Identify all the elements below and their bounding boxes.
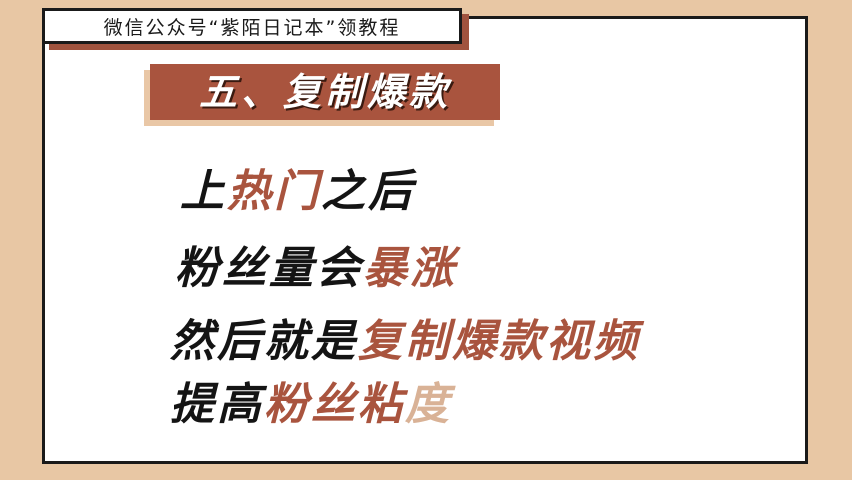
text-fragment: 提高 — [170, 379, 264, 430]
highlight-fragment: 复制爆款视频 — [358, 316, 640, 367]
text-line-4: 提高粉丝粘度 — [170, 368, 452, 432]
highlight-fragment: 暴涨 — [363, 243, 457, 294]
header-banner: 微信公众号“紫陌日记本”领教程 — [42, 8, 462, 44]
text-line-3: 然后就是复制爆款视频 — [170, 305, 640, 369]
text-fragment: 然后就是 — [170, 316, 358, 367]
section-title: 五、复制爆款 — [150, 64, 500, 120]
text-line-1: 上热门之后 — [180, 155, 415, 219]
text-fragment: 粉丝量会 — [175, 243, 363, 294]
text-fragment: 之后 — [321, 166, 415, 217]
header-text: 微信公众号“紫陌日记本”领教程 — [103, 16, 401, 39]
text-line-2: 粉丝量会暴涨 — [175, 232, 457, 296]
text-fragment: 上 — [180, 166, 227, 217]
highlight-fragment: 热门 — [227, 166, 321, 217]
highlight-fragment: 粉丝粘 — [264, 379, 405, 430]
highlight-fragment-light: 度 — [405, 379, 452, 430]
